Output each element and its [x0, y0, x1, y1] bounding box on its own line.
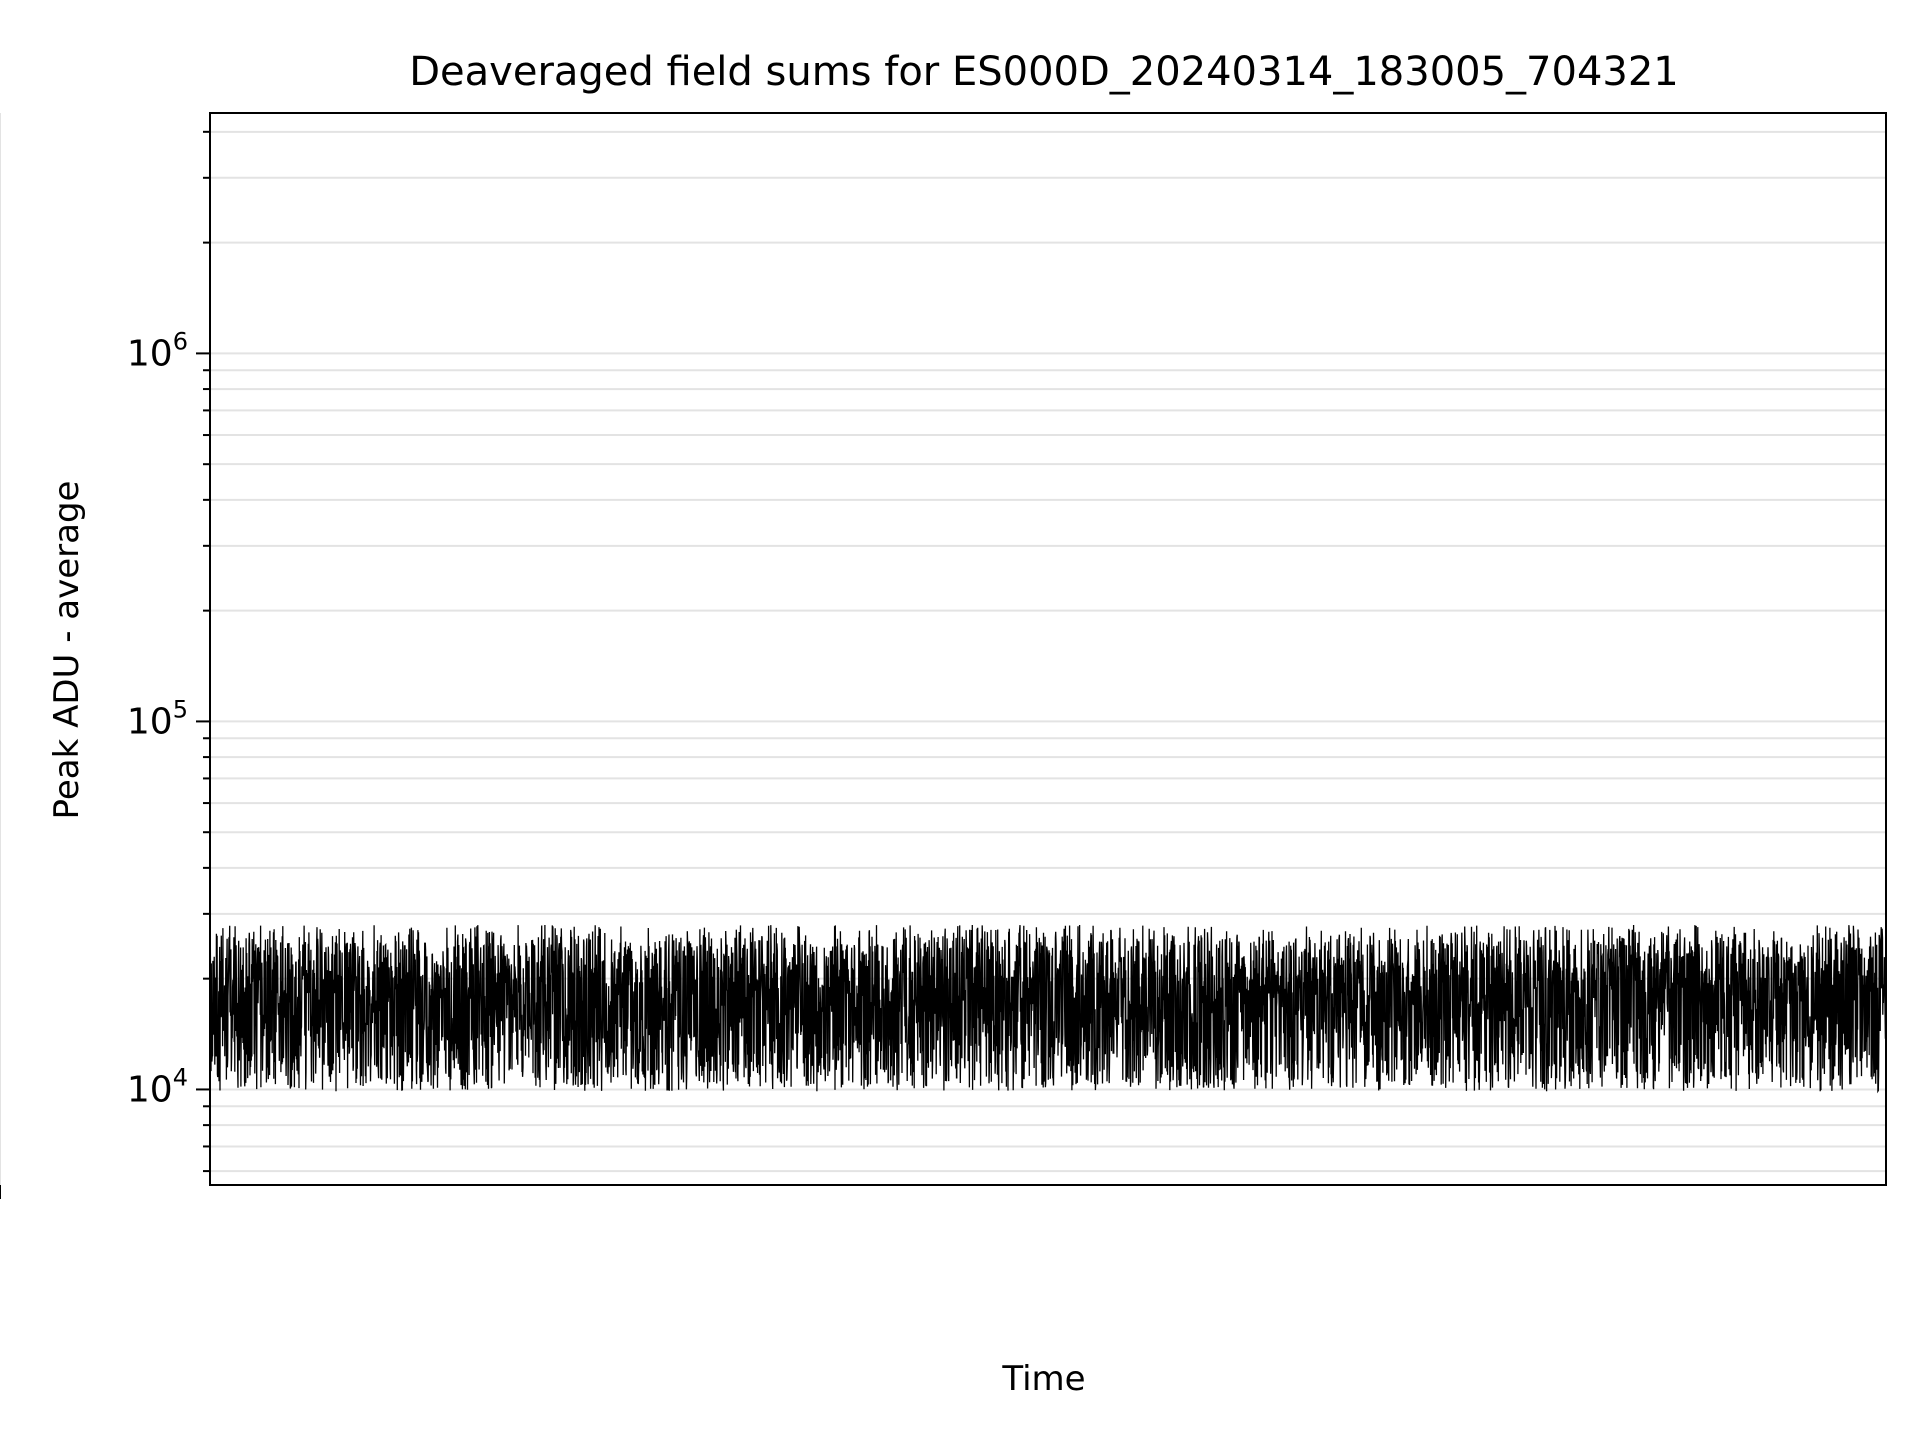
plot-area	[210, 924, 1886, 1094]
plot-frame	[209, 112, 1887, 1186]
y-axis-label: Peak ADU - average	[47, 481, 87, 820]
y-tick-label: 104	[127, 1063, 188, 1110]
series-line	[210, 924, 1886, 1094]
y-tick-label: 106	[127, 327, 188, 374]
chart-title: Deaveraged field sums for ES000D_2024031…	[409, 49, 1679, 95]
y-tick-label: 105	[127, 695, 188, 742]
axis-ticks: 10410510603-14 1903-14 2003-14 2103-14 2…	[0, 130, 210, 1199]
x-axis-label: Time	[1001, 1359, 1085, 1399]
